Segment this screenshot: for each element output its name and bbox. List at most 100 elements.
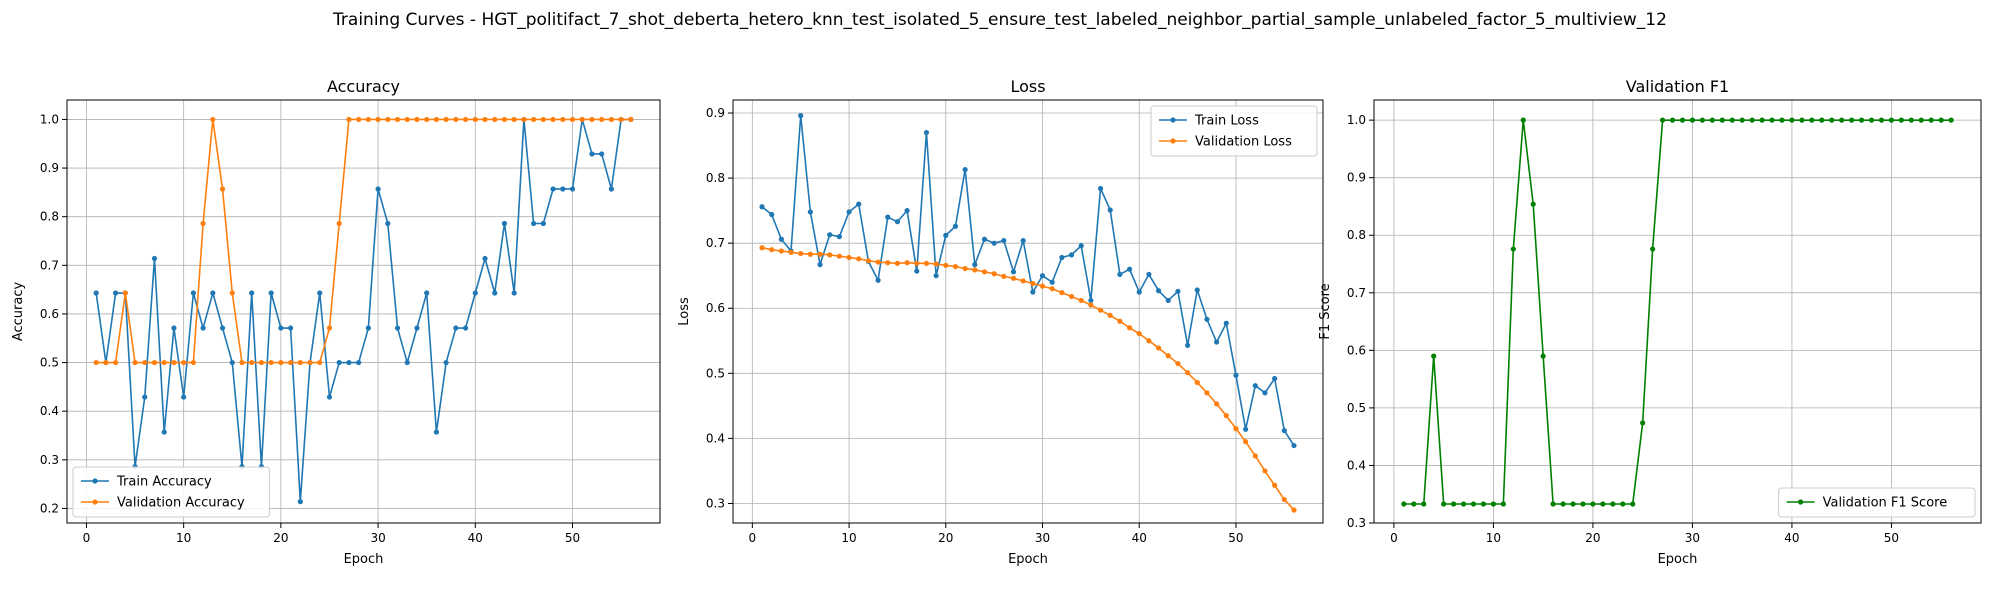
data-point (1059, 254, 1065, 261)
data-point (904, 260, 910, 266)
data-point (1214, 339, 1220, 345)
figure-suptitle: Training Curves - HGT_politifact_7_shot_… (332, 10, 1667, 30)
data-point (875, 259, 881, 265)
data-point (579, 116, 585, 123)
data-point (1550, 501, 1556, 507)
data-point (952, 263, 959, 270)
data-point (297, 499, 303, 505)
data-point (865, 258, 872, 264)
y-tick-label: 0.9 (706, 106, 725, 120)
data-point (569, 116, 576, 123)
data-point (933, 261, 939, 267)
data-point (608, 186, 614, 192)
data-point (404, 116, 410, 123)
data-point (778, 248, 784, 254)
data-point (1097, 185, 1104, 192)
data-point (1281, 496, 1287, 503)
data-point (1039, 283, 1046, 289)
x-tick-label: 10 (176, 531, 191, 545)
data-point (317, 359, 323, 366)
x-tick-label: 50 (1228, 531, 1243, 545)
data-point (589, 151, 595, 157)
data-point (1829, 117, 1835, 123)
data-point (1490, 501, 1497, 507)
data-point (540, 220, 546, 227)
data-point (1155, 288, 1162, 294)
data-point (1570, 501, 1576, 507)
y-tick-label: 0.7 (1347, 286, 1366, 300)
legend-marker (92, 478, 98, 484)
data-point (914, 268, 920, 274)
data-point (1849, 117, 1855, 123)
y-tick-label: 0.7 (40, 258, 59, 272)
data-point (1868, 117, 1875, 123)
data-point (287, 359, 294, 366)
data-point (1580, 501, 1586, 507)
legend-box (1778, 487, 1976, 518)
data-point (923, 260, 930, 266)
data-point (1223, 320, 1229, 326)
data-point (1819, 117, 1825, 123)
data-point (181, 359, 187, 366)
data-point (904, 208, 910, 214)
chart-panel-3: 0 10 20 30 40 50 0.3 0.4 0.5 0.6 0.7 0.8 0.9 1.0 Valid… (1318, 77, 1982, 567)
x-tick-label: 30 (1685, 531, 1700, 545)
data-point (1689, 117, 1696, 123)
data-point (151, 255, 158, 262)
legend-marker (1798, 499, 1804, 505)
data-point (113, 359, 119, 366)
data-point (113, 290, 119, 296)
data-point (132, 359, 138, 366)
x-tick-label: 20 (273, 531, 288, 545)
data-point (346, 116, 352, 123)
data-point (856, 201, 862, 207)
y-tick-label: 0.4 (706, 431, 725, 445)
legend-marker (1170, 138, 1176, 144)
data-point (798, 250, 804, 257)
data-point (769, 211, 775, 218)
y-tick-label: 0.8 (706, 171, 725, 185)
data-point (1243, 426, 1249, 432)
data-point (249, 359, 255, 366)
data-point (1175, 288, 1181, 294)
data-point (1858, 117, 1865, 123)
data-point (375, 186, 381, 192)
data-point (1068, 252, 1075, 258)
data-point (1146, 271, 1152, 278)
data-point (268, 290, 274, 296)
data-point (1088, 302, 1094, 308)
data-point (1291, 442, 1297, 449)
data-point (531, 116, 537, 123)
data-point (1030, 289, 1036, 295)
chart-title: Validation F1 (1626, 77, 1729, 96)
data-point (1184, 370, 1191, 376)
data-point (1600, 501, 1606, 507)
data-point (1451, 501, 1457, 507)
data-point (1078, 297, 1084, 304)
data-point (856, 256, 862, 262)
data-point (1480, 501, 1487, 507)
data-point (181, 394, 187, 400)
data-point (846, 254, 852, 261)
data-point (472, 290, 478, 296)
data-point (1243, 439, 1249, 445)
y-axis-label: F1 Score (1318, 283, 1333, 339)
x-axis-label: Epoch (1008, 552, 1048, 567)
plot-frame (732, 99, 1324, 524)
data-point (336, 359, 342, 366)
data-point (1146, 338, 1152, 344)
data-point (885, 260, 891, 266)
plot-frame (1373, 99, 1982, 524)
legend-label: Validation Loss (1195, 135, 1292, 150)
data-point (190, 359, 196, 366)
x-tick-label: 50 (565, 531, 580, 545)
x-axis-label: Epoch (344, 552, 384, 567)
chart-panel-1: 0 10 20 30 40 50 0.2 0.3 0.4 0.5 0.6 0.7 0.8 0.9 1.0 Ac… (11, 77, 661, 567)
data-point (142, 359, 148, 366)
data-point (453, 325, 459, 331)
data-point (414, 116, 420, 123)
data-point (219, 325, 226, 331)
data-point (836, 234, 842, 240)
data-point (807, 209, 813, 215)
data-point (1779, 117, 1785, 123)
